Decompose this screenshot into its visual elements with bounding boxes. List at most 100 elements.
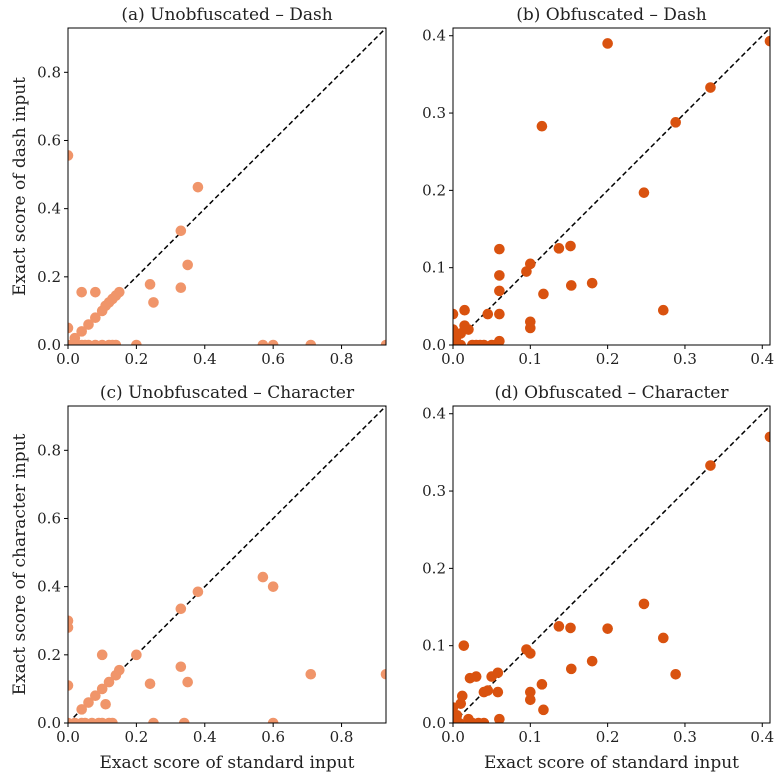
data-point	[380, 339, 386, 345]
data-point	[192, 181, 204, 193]
data-point	[175, 282, 187, 294]
data-point	[257, 339, 269, 345]
data-point	[494, 285, 505, 297]
panel-a-unobfuscated-dash: 0.0 0.2 0.4 0.6 0.8 0.0 0.2 0.4 0.6 0.8 (a) Unobfu…	[10, 5, 387, 368]
data-point	[257, 571, 269, 583]
data-point	[68, 150, 74, 161]
y-axis-label: Exact score of character input	[10, 433, 30, 695]
data-point	[131, 339, 142, 345]
y-tick-label: 0.6	[37, 131, 61, 149]
data-point	[305, 668, 317, 680]
data-point	[453, 717, 465, 723]
data-point	[586, 655, 598, 667]
x-tick-label: 0.2	[124, 350, 148, 368]
data-point	[110, 339, 122, 345]
data-point	[492, 667, 504, 679]
data-point	[90, 690, 101, 702]
y-tick-label: 0.0	[37, 714, 61, 732]
data-point	[380, 668, 386, 680]
x-tick-label: 0.4	[193, 728, 217, 746]
data-point	[764, 431, 770, 443]
data-point	[463, 324, 474, 335]
y-tick-label: 0.6	[37, 509, 61, 527]
data-point	[182, 259, 193, 271]
data-point	[144, 678, 156, 690]
data-point	[492, 686, 504, 698]
data-point	[482, 308, 494, 320]
data-point	[175, 661, 187, 673]
data-point	[525, 258, 536, 270]
data-point	[96, 649, 108, 661]
data-point	[658, 632, 669, 644]
y-axis-label: Exact score of dash input	[10, 77, 30, 296]
panel-d-obfuscated-character: 0.0 0.1 0.2 0.3 0.4 0.0 0.1 0.2 0.3 0.4 (d) Obfusc…	[422, 383, 774, 773]
x-tick-label: 0.6	[261, 350, 285, 368]
data-point	[764, 35, 770, 47]
data-points	[68, 150, 386, 345]
panel-c-unobfuscated-character: 0.0 0.2 0.4 0.6 0.8 0.0 0.2 0.4 0.6 0.8 (c) Unobfu…	[10, 383, 387, 773]
y-tick-label: 0.1	[422, 637, 446, 655]
y-tick-label: 0.1	[422, 259, 446, 277]
x-tick-label: 0.0	[56, 350, 80, 368]
data-point	[76, 286, 87, 298]
x-tick-label: 0.2	[596, 728, 620, 746]
data-point	[553, 243, 565, 254]
x-tick-label: 0.2	[596, 350, 620, 368]
data-point	[525, 694, 536, 706]
data-point	[565, 663, 577, 675]
panel-title: (b) Obfuscated – Dash	[516, 5, 707, 25]
data-point	[83, 319, 94, 330]
panel-title: (d) Obfuscated – Character	[495, 383, 730, 403]
y-tick-label: 0.2	[422, 559, 446, 577]
data-point	[458, 640, 470, 651]
y-tick-label: 0.2	[37, 268, 61, 286]
axes-frame	[452, 27, 771, 346]
data-point	[494, 270, 505, 281]
x-tick-label: 0.4	[193, 350, 217, 368]
y-tick-label: 0.0	[422, 336, 446, 354]
data-point	[90, 312, 101, 324]
data-point	[68, 680, 74, 691]
data-point	[525, 686, 536, 698]
x-tick-label: 0.3	[673, 350, 697, 368]
data-point	[68, 322, 74, 334]
data-point	[96, 683, 108, 695]
data-point	[536, 120, 548, 132]
x-tick-label: 0.0	[441, 728, 465, 746]
panel-title: (a) Unobfuscated – Dash	[121, 5, 332, 25]
y-tick-label: 0.4	[37, 578, 61, 596]
axes-frame	[452, 405, 771, 724]
data-point	[175, 225, 187, 237]
y-tick-label: 0.2	[37, 646, 61, 664]
data-point	[553, 621, 565, 632]
data-point	[107, 717, 118, 723]
data-point	[494, 713, 505, 723]
x-tick-label: 0.4	[750, 728, 774, 746]
data-point	[69, 332, 81, 344]
data-point	[602, 623, 613, 634]
data-points	[453, 35, 770, 345]
x-tick-label: 0.6	[261, 728, 285, 746]
data-point	[267, 339, 279, 345]
data-point	[131, 649, 142, 661]
data-point	[455, 339, 467, 345]
x-tick-label: 0.4	[750, 350, 774, 368]
data-point	[525, 648, 536, 659]
y-tick-label: 0.0	[37, 336, 61, 354]
data-point	[182, 676, 193, 688]
data-point	[705, 460, 716, 471]
data-point	[76, 704, 87, 715]
diagonal-reference-line	[452, 27, 771, 346]
x-tick-label: 0.0	[441, 350, 465, 368]
data-point	[525, 322, 536, 334]
data-point	[175, 603, 187, 615]
data-point	[538, 288, 549, 300]
data-point	[68, 622, 74, 633]
data-point	[83, 697, 94, 708]
x-tick-label: 0.1	[518, 728, 542, 746]
data-point	[536, 679, 548, 690]
x-axis-label: Exact score of standard input	[99, 753, 354, 773]
x-tick-label: 0.3	[673, 728, 697, 746]
data-point	[103, 676, 115, 688]
x-tick-label: 0.0	[56, 728, 80, 746]
